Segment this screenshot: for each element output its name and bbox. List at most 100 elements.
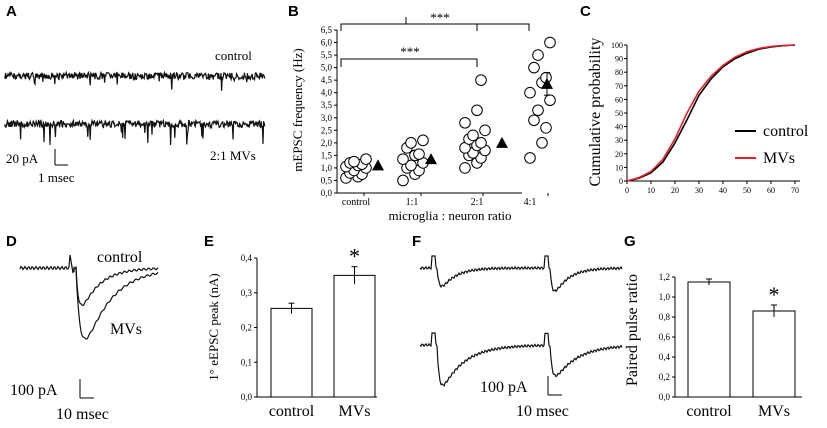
- y-tick-label: 0,4: [241, 253, 253, 263]
- data-point: [417, 134, 429, 147]
- bars: control MVs *: [269, 244, 376, 420]
- bar-mvs: [752, 310, 796, 398]
- mepsc-scatter-plot: 0,0 0,5 1,0 1,5 2,0 2,5 3,0 3,5 4,0 4,5 5,0 5,5 6,0 6…: [321, 10, 556, 208]
- scale-bar-x-label: 10 msec: [56, 406, 109, 423]
- y-tick-label: 90: [615, 55, 623, 64]
- data-point: [459, 116, 471, 129]
- x-category-label: 2:1: [471, 197, 484, 208]
- y-tick-label: 10: [615, 163, 623, 172]
- x-category-label: MVs: [338, 403, 370, 420]
- panel-label-f: F: [412, 233, 421, 250]
- x-tick-label: 40: [719, 186, 727, 195]
- trace-mvs: [4, 118, 266, 146]
- trace-control: [4, 70, 266, 91]
- x-tick-label: 50: [743, 186, 751, 195]
- panel-g: 0,0 0,2 0,4 0,6 0,8 1,0 1,2 control MVs * Paired…: [624, 272, 802, 420]
- x-category-label: control: [686, 403, 732, 420]
- data-point: [475, 74, 487, 86]
- x-tick-label: 10: [647, 186, 655, 195]
- x-category-label: 1:1: [406, 197, 419, 208]
- y-ticks: 0,0 0,1 0,2 0,3 0,4: [241, 253, 257, 402]
- scale-bar-y-label: 100 pA: [10, 382, 58, 399]
- significance-bracket-middle: [340, 58, 478, 67]
- y-tick-label: 6,0: [321, 38, 333, 48]
- bar-control: [687, 281, 731, 398]
- trace-mvs-label: MVs: [110, 321, 142, 338]
- data-point: [544, 94, 556, 107]
- data-point: [528, 61, 540, 74]
- significance-star: *: [349, 244, 360, 269]
- y-axis-label: Cumulative probability: [587, 38, 604, 187]
- y-tick-label: 70: [615, 82, 623, 91]
- data-point: [475, 137, 487, 149]
- y-tick-label: 4,0: [321, 88, 333, 98]
- bar-control: [270, 307, 313, 398]
- mean-marker: [541, 77, 553, 89]
- trace-control-label: control: [215, 48, 252, 63]
- panel-label-d: D: [6, 233, 17, 250]
- scale-bar-x-label: 1 msec: [38, 170, 75, 185]
- data-point: [479, 124, 491, 137]
- series-lines: [626, 44, 796, 182]
- y-tick-label: 1,5: [321, 150, 333, 160]
- x-axis-label: microglia : neuron ratio: [388, 208, 511, 223]
- trace-mvs: [73, 266, 159, 340]
- trace-control: [419, 255, 623, 293]
- panel-a: control 2:1 MVs 20 pA 1 msec: [4, 48, 266, 185]
- significance-label: ***: [430, 10, 450, 25]
- y-axis-label: 1° eEPSC peak (nA): [206, 273, 221, 380]
- data-point: [459, 162, 471, 174]
- legend-mvs: MVs: [763, 150, 795, 167]
- panel-d: control MVs 100 pA 10 msec: [10, 249, 159, 423]
- y-tick-label: 0,2: [659, 372, 670, 382]
- y-tick-label: 0,5: [321, 175, 333, 185]
- y-tick-label: 4,5: [321, 75, 333, 85]
- data-point: [524, 86, 536, 99]
- y-tick-label: 2,0: [321, 138, 333, 148]
- data-point: [348, 155, 360, 168]
- y-tick-label: 0,4: [659, 352, 671, 362]
- mean-marker: [425, 153, 437, 165]
- data-point: [471, 104, 483, 117]
- panel-label-b: B: [288, 3, 299, 20]
- x-tick-label: 70: [791, 186, 799, 195]
- data-point: [413, 148, 425, 160]
- y-tick-label: 1,0: [659, 292, 671, 302]
- data-point: [544, 36, 556, 49]
- y-tick-label: 5,5: [321, 50, 333, 60]
- data-point: [540, 122, 552, 134]
- panel-label-g: G: [624, 233, 636, 250]
- mean-markers: [372, 72, 553, 171]
- scale-bar-x-label: 10 msec: [516, 403, 569, 420]
- y-tick-label: 3,5: [321, 100, 333, 110]
- y-tick-label: 0,0: [321, 188, 333, 198]
- x-category-label: control: [342, 197, 371, 208]
- y-tick-label: 50: [615, 109, 623, 118]
- y-tick-label: 0,8: [659, 312, 671, 322]
- y-tick-label: 1,2: [659, 272, 670, 282]
- series-line-mvs: [626, 44, 796, 182]
- y-tick-label: 0,0: [659, 392, 671, 402]
- y-tick-label: 0,3: [241, 288, 253, 298]
- y-tick-label: 5,0: [321, 63, 333, 73]
- y-tick-label: 20: [615, 150, 623, 159]
- mean-marker: [496, 136, 508, 148]
- x-tick-label: 60: [767, 186, 775, 195]
- data-point: [528, 114, 540, 127]
- x-tick-label: 20: [671, 186, 679, 195]
- bar-mvs: [333, 274, 376, 398]
- x-tick-label: 30: [695, 186, 703, 195]
- y-tick-label: 80: [615, 68, 623, 77]
- y-tick-label: 40: [615, 123, 623, 132]
- y-tick-label: 6,5: [321, 25, 333, 35]
- significance-label: ***: [400, 44, 420, 59]
- data-point: [397, 174, 409, 187]
- y-tick-label: 0,6: [659, 332, 671, 342]
- y-axis-label: mEPSC frequency (Hz): [290, 48, 305, 171]
- panel-label-e: E: [204, 233, 214, 250]
- panel-label-c: C: [580, 3, 591, 20]
- significance-brackets: *** ***: [340, 10, 530, 67]
- data-point: [405, 137, 417, 149]
- data-point: [405, 159, 417, 172]
- y-tick-label: 0,0: [241, 392, 253, 402]
